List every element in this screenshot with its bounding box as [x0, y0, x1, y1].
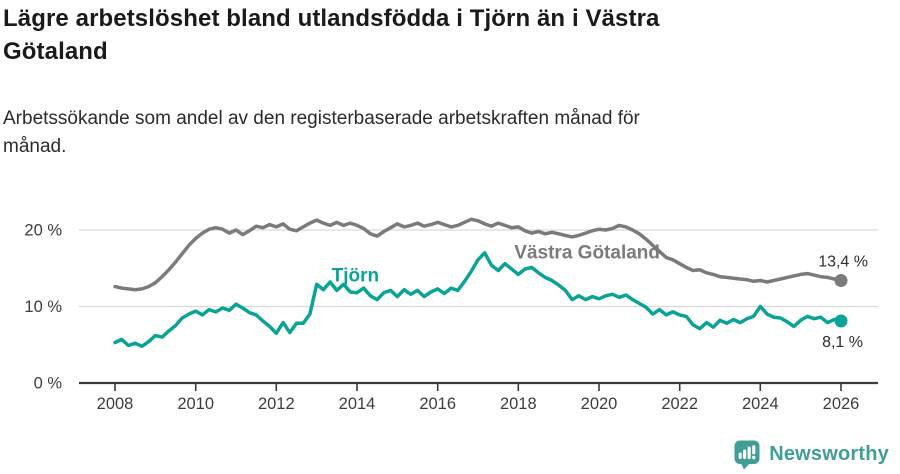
series-line-0	[113, 217, 843, 292]
line-chart: 2008 2010 2012 2014 2016 2018 2020 2022 2024 2026…	[0, 200, 900, 435]
series-end-value-1: 8,1 %	[822, 334, 863, 351]
newsworthy-logo-icon	[734, 440, 760, 470]
x-tick-label: 2022	[661, 395, 698, 413]
newsworthy-logo-text: Newsworthy	[769, 443, 889, 465]
series-name-label-0: Västra Götaland	[514, 242, 660, 263]
newsworthy-logo: Newsworthy	[732, 439, 889, 470]
x-tick-label: 2026	[823, 395, 860, 413]
chart-title: Lägre arbetslöshet bland utlandsfödda i …	[3, 5, 660, 66]
series-end-value-0: 13,4 %	[818, 254, 868, 271]
x-tick-label: 2010	[177, 395, 214, 413]
y-tick-label: 10 %	[24, 298, 62, 316]
y-tick-label: 0 %	[34, 375, 63, 393]
x-tick-label: 2020	[581, 395, 618, 413]
chart-subtitle: Arbetssökande som andel av den registerb…	[3, 108, 640, 157]
y-tick-label: 20 %	[24, 222, 62, 240]
x-tick-label: 2014	[339, 395, 376, 413]
series-name-label-1: Tjörn	[332, 266, 380, 287]
series-end-dot-1	[834, 314, 848, 328]
footer: Newsworthy	[732, 439, 889, 470]
series-end-dot-0	[834, 274, 848, 287]
x-tick-label: 2016	[419, 395, 456, 413]
series-line-1	[113, 251, 843, 349]
x-tick-label: 2008	[97, 395, 134, 413]
x-tick-label: 2018	[500, 395, 537, 413]
x-tick-label: 2012	[258, 395, 295, 413]
x-tick-label: 2024	[742, 395, 779, 413]
chart-svg: 2008 2010 2012 2014 2016 2018 2020 2022 2024 2026…	[24, 217, 878, 413]
